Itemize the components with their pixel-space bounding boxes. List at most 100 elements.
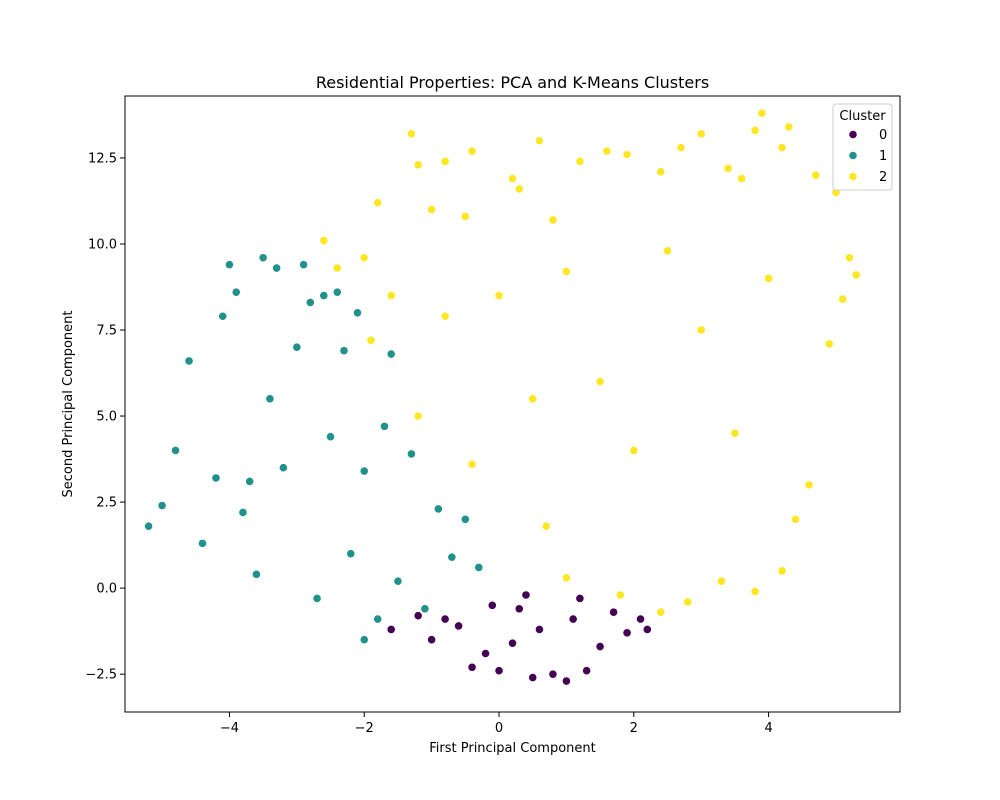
- data-point: [245, 476, 255, 487]
- data-point: [440, 614, 450, 624]
- data-point: [838, 294, 848, 304]
- data-point: [662, 246, 673, 256]
- data-point: [575, 593, 585, 604]
- series-1: [143, 253, 484, 645]
- data-point: [615, 590, 625, 600]
- data-point: [366, 335, 376, 345]
- data-point: [824, 339, 834, 349]
- data-point: [157, 500, 167, 511]
- data-point: [750, 586, 760, 597]
- data-point: [804, 480, 814, 490]
- data-point: [305, 297, 315, 308]
- data-point: [851, 270, 861, 280]
- data-point: [514, 184, 524, 194]
- data-point: [359, 466, 369, 476]
- data-point: [312, 593, 322, 604]
- data-point: [528, 672, 538, 683]
- data-point: [359, 635, 369, 645]
- data-point: [386, 624, 396, 635]
- data-point: [184, 356, 194, 366]
- data-point: [548, 669, 558, 679]
- data-point: [737, 173, 747, 184]
- data-point: [561, 573, 572, 583]
- x-axis: −4 −2 0 2 4: [220, 712, 773, 736]
- data-point: [696, 325, 706, 335]
- data-point: [278, 463, 288, 473]
- legend-label-1: 1: [879, 149, 887, 164]
- data-point: [238, 507, 248, 518]
- data-point: [251, 569, 262, 579]
- data-point: [447, 552, 457, 562]
- data-point: [211, 473, 221, 483]
- data-point: [811, 170, 821, 180]
- data-point: [373, 614, 383, 624]
- data-point: [561, 266, 572, 277]
- data-point: [427, 635, 437, 645]
- data-point: [534, 136, 545, 146]
- data-point: [359, 253, 369, 263]
- data-point: [453, 621, 464, 631]
- data-point: [298, 260, 309, 270]
- data-point: [790, 514, 801, 524]
- data-point: [332, 263, 342, 273]
- data-point: [642, 624, 652, 635]
- legend-title: Cluster: [839, 109, 886, 124]
- data-point: [386, 349, 396, 359]
- legend-frame: [832, 103, 893, 191]
- data-point: [467, 146, 477, 156]
- data-point: [413, 411, 423, 421]
- data-point: [494, 666, 504, 676]
- chart-title: Residential Properties: PCA and K-Means …: [316, 73, 709, 92]
- x-axis-title: First Principal Component: [429, 741, 596, 756]
- data-point: [568, 614, 578, 624]
- data-point: [197, 538, 208, 548]
- data-point: [460, 211, 470, 222]
- data-point: [656, 167, 666, 177]
- data-point: [332, 287, 342, 297]
- data-point: [757, 108, 767, 118]
- data-point: [534, 624, 545, 635]
- points-layer: [143, 108, 861, 686]
- data-point: [777, 143, 787, 153]
- data-point: [352, 308, 363, 318]
- data-point: [696, 129, 706, 139]
- y-tick-label: −2.5: [85, 668, 117, 683]
- data-point: [224, 260, 235, 270]
- data-point: [460, 514, 470, 524]
- data-point: [339, 346, 349, 356]
- data-point: [575, 156, 585, 166]
- data-point: [629, 445, 639, 456]
- data-point: [528, 394, 538, 404]
- data-point: [548, 215, 558, 225]
- data-point: [272, 263, 282, 273]
- data-point: [406, 449, 417, 459]
- data-point: [319, 290, 329, 301]
- data-point: [413, 611, 423, 621]
- y-tick-label: 10.0: [88, 237, 117, 252]
- y-tick-label: 0.0: [96, 582, 117, 597]
- data-point: [608, 607, 619, 617]
- data-point: [373, 198, 383, 208]
- y-tick-label: 2.5: [96, 496, 117, 511]
- x-tick-label: 0: [495, 721, 503, 736]
- series-2: [319, 108, 861, 617]
- data-point: [561, 676, 572, 686]
- data-point: [723, 163, 733, 173]
- data-point: [231, 287, 241, 297]
- data-point: [507, 173, 518, 184]
- data-point: [582, 666, 592, 676]
- data-point: [716, 576, 727, 586]
- data-point: [507, 638, 518, 648]
- legend-label-0: 0: [879, 128, 887, 143]
- data-point: [325, 432, 336, 442]
- y-axis-title: Second Principal Component: [61, 311, 76, 498]
- legend-marker-0: [848, 129, 858, 140]
- data-point: [413, 160, 423, 170]
- data-point: [777, 566, 787, 576]
- data-point: [143, 521, 154, 531]
- plot-frame: [124, 95, 901, 713]
- data-point: [494, 290, 504, 301]
- series-0: [386, 590, 652, 686]
- data-point: [393, 576, 403, 586]
- data-point: [730, 428, 740, 438]
